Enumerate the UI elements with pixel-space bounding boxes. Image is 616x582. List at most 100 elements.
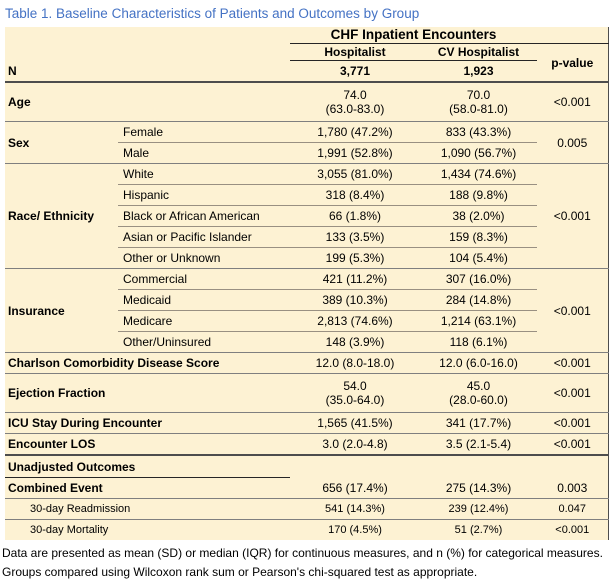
row-label: N xyxy=(5,60,290,83)
table-row: Ejection Fraction 54.0 (35.0-64.0) 45.0 (28.… xyxy=(5,373,609,413)
row-sub-label: Other or Unknown xyxy=(118,247,290,269)
value-cell: 275 (14.3%) xyxy=(420,477,538,499)
row-sub-label: Other/Uninsured xyxy=(118,331,290,353)
table-cell xyxy=(5,27,290,44)
table-row: Medicaid 389 (10.3%) 284 (14.8%) xyxy=(5,289,608,311)
table-row: Black or African American 66 (1.8%) 38 (2.… xyxy=(5,205,608,227)
table-row: N 3,771 1,923 xyxy=(5,60,608,83)
p-value-cell: <0.001 xyxy=(537,433,609,456)
table-cell xyxy=(420,455,537,478)
value-cell: 3,771 xyxy=(290,60,420,83)
value-cell: 133 (3.5%) xyxy=(290,226,420,248)
row-label: Ejection Fraction xyxy=(5,373,290,413)
table-row: ICU Stay During Encounter 1,565 (41.5%) 34… xyxy=(5,412,609,434)
value-cell: 541 (14.3%) xyxy=(290,498,420,520)
value-cell: 148 (3.9%) xyxy=(290,331,420,353)
table-row: Combined Event 656 (17.4%) 275 (14.3%) 0.00… xyxy=(5,477,609,499)
baseline-characteristics-table: CHF Inpatient Encounters Hospitalist CV Ho… xyxy=(5,27,609,540)
value-cell: 70.0 (58.0-81.0) xyxy=(420,82,538,122)
row-label: Race/ Ethnicity xyxy=(5,163,118,269)
value-cell: 421 (11.2%) xyxy=(290,268,420,290)
row-sub-label: Hispanic xyxy=(118,184,290,206)
column-header: p-value xyxy=(537,43,609,83)
table-row: Asian or Pacific Islander 133 (3.5%) 159 (… xyxy=(5,226,608,248)
row-sub-label: Black or African American xyxy=(118,205,290,227)
value-cell: 1,565 (41.5%) xyxy=(290,412,420,434)
row-sub-label: Female xyxy=(118,121,290,143)
value-cell: 12.0 (6.0-16.0) xyxy=(420,352,538,374)
value-cell: 38 (2.0%) xyxy=(420,205,538,227)
p-value-cell: <0.001 xyxy=(537,412,609,434)
page: Table 1. Baseline Characteristics of Pat… xyxy=(2,6,609,579)
table-row: Charlson Comorbidity Disease Score 12.0 (… xyxy=(5,352,609,374)
table-footnote: Data are presented as mean (SD) or media… xyxy=(2,546,603,579)
value-cell: 833 (43.3%) xyxy=(420,121,538,143)
value-cell: 188 (9.8%) xyxy=(420,184,538,206)
value-cell: 1,214 (63.1%) xyxy=(420,310,538,332)
row-sub-label: 30-day Mortality xyxy=(30,524,109,536)
table-row: Medicare 2,813 (74.6%) 1,214 (63.1%) xyxy=(5,310,608,332)
value-cell: 74.0 (63.0-83.0) xyxy=(290,82,420,122)
value-cell: 341 (17.7%) xyxy=(420,412,538,434)
p-value-cell: <0.001 xyxy=(537,82,609,122)
table-row: Age 74.0 (63.0-83.0) 70.0 (58.0-81.0) <0.001 xyxy=(5,82,609,122)
value-cell: 199 (5.3%) xyxy=(290,247,420,269)
row-label: Age xyxy=(5,82,290,122)
table-title: Table 1. Baseline Characteristics of Pat… xyxy=(5,6,420,21)
column-header: CV Hospitalist xyxy=(420,43,538,61)
p-value-cell: <0.001 xyxy=(537,163,609,269)
p-value-cell: <0.001 xyxy=(555,524,590,536)
row-sub-label: 30-day Readmission xyxy=(5,498,290,520)
value-cell: 656 (17.4%) xyxy=(290,477,420,499)
baseline-table-body: CHF Inpatient Encounters Hospitalist CV Ho… xyxy=(5,27,609,541)
value-cell: 318 (8.4%) xyxy=(290,184,420,206)
table-row: Unadjusted Outcomes xyxy=(5,455,608,478)
value-cell: 1,434 (74.6%) xyxy=(420,163,538,185)
value-cell: 66 (1.8%) xyxy=(290,205,420,227)
value-cell: 1,780 (47.2%) xyxy=(290,121,420,143)
column-header: Hospitalist xyxy=(290,43,420,61)
table-cell xyxy=(5,44,290,61)
p-value-cell: <0.001 xyxy=(537,268,609,353)
value-cell: 389 (10.3%) xyxy=(290,289,420,311)
row-label: Charlson Comorbidity Disease Score xyxy=(5,352,290,374)
row-sub-label: Asian or Pacific Islander xyxy=(118,226,290,248)
table-row: Encounter LOS 3.0 (2.0-4.8) 3.5 (2.1-5.4) <… xyxy=(5,433,609,456)
row-label: Insurance xyxy=(5,268,118,353)
value-cell: 54.0 (35.0-64.0) xyxy=(290,373,420,413)
p-value-cell: <0.001 xyxy=(537,373,609,413)
value-cell: 239 (12.4%) xyxy=(420,498,538,520)
value-cell: 3,055 (81.0%) xyxy=(290,163,420,185)
value-cell: 51 (2.7%) xyxy=(454,524,503,536)
table-row: Insurance Commercial 421 (11.2%) 307 (16.0%… xyxy=(5,268,609,353)
value-cell: 2,813 (74.6%) xyxy=(290,310,420,332)
value-cell: 3.5 (2.1-5.4) xyxy=(420,433,538,456)
table-row: Race/ Ethnicity White 3,055 (81.0%) 1,434 (… xyxy=(5,163,609,269)
row-label: Encounter LOS xyxy=(5,433,290,456)
value-cell: 284 (14.8%) xyxy=(420,289,538,311)
table-cell xyxy=(290,455,420,478)
p-value-cell: 0.005 xyxy=(537,121,609,164)
p-value-cell: 0.003 xyxy=(537,477,609,499)
value-cell: 118 (6.1%) xyxy=(420,331,538,353)
value-cell: 1,991 (52.8%) xyxy=(290,142,420,164)
row-label: Sex xyxy=(5,121,118,164)
table-cell xyxy=(537,27,609,44)
value-cell: 45.0 (28.0-60.0) xyxy=(420,373,538,413)
p-value-cell: 0.047 xyxy=(537,498,609,520)
value-cell: 159 (8.3%) xyxy=(420,226,538,248)
table-row: 30-day Mortality 170 (4.5%) 51 (2.7%) <0.00… xyxy=(5,520,608,541)
value-cell: 1,090 (56.7%) xyxy=(420,142,538,164)
table-row: 30-day Readmission 541 (14.3%) 239 (12.4%)… xyxy=(5,498,609,520)
table-row: Other or Unknown 199 (5.3%) 104 (5.4%) xyxy=(5,247,608,269)
p-value-cell: <0.001 xyxy=(537,352,609,374)
value-cell: 104 (5.4%) xyxy=(420,247,538,269)
table-row: CHF Inpatient Encounters xyxy=(5,27,609,44)
column-group-header: CHF Inpatient Encounters xyxy=(290,27,538,44)
table-cell xyxy=(537,455,608,478)
value-cell: 1,923 xyxy=(420,60,538,83)
table-row: Sex Female 1,780 (47.2%) 833 (43.3%) 0.005 xyxy=(5,121,609,164)
value-cell: 3.0 (2.0-4.8) xyxy=(290,433,420,456)
row-label: Unadjusted Outcomes xyxy=(5,455,290,478)
row-sub-label: White xyxy=(118,163,290,185)
